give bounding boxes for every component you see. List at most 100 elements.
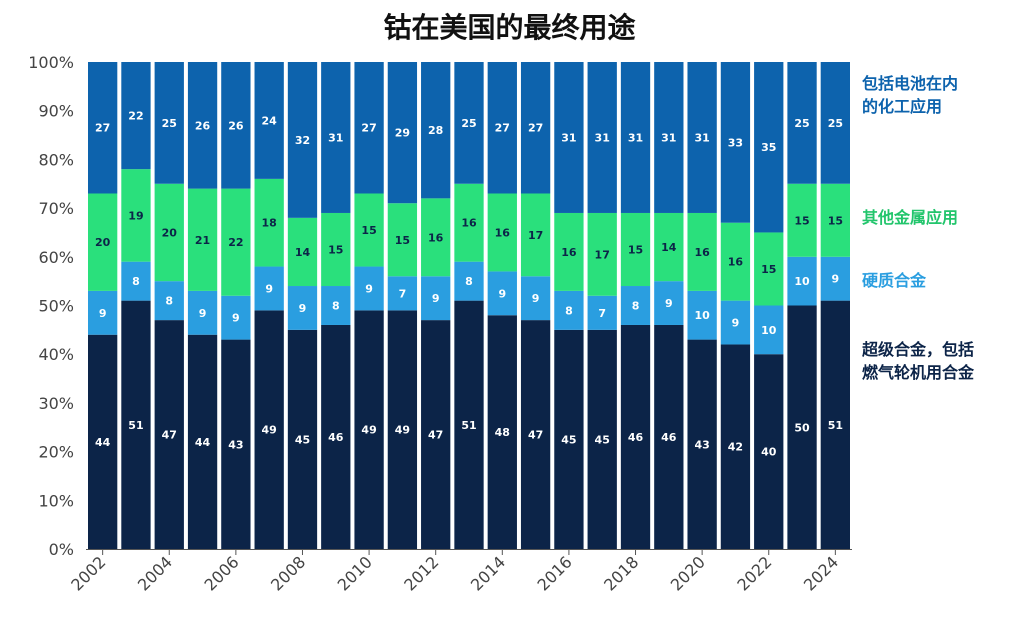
legend-item-other-metal: 其他金属应用 [862,206,1012,229]
bar-segment [421,276,451,321]
bar-segment [221,295,251,340]
bar-segment [287,62,318,218]
data-label: 40 [761,446,777,459]
bar-segment [421,320,451,549]
bar-segment [520,276,551,321]
data-label: 44 [195,436,211,449]
bar-segment [620,212,651,287]
data-label: 31 [561,131,576,144]
bar-segment [454,300,484,549]
data-label: 24 [262,114,278,127]
data-label: 15 [395,234,410,247]
data-label: 20 [95,236,111,249]
data-label: 25 [794,117,809,130]
data-label: 26 [228,119,244,132]
data-label: 46 [628,431,644,444]
data-label: 9 [99,307,107,320]
y-tick-label: 50% [38,297,74,316]
bar-segment [487,193,517,272]
bar-segment [321,324,351,549]
bar-segment [354,266,384,311]
bar-segment [321,212,351,287]
bar-segment [554,212,584,291]
data-label: 15 [761,263,776,276]
bar-segment [254,178,284,267]
data-label: 8 [332,300,340,313]
data-label: 31 [328,131,343,144]
data-label: 49 [262,424,277,437]
data-label: 50 [794,421,810,434]
bar-segment [287,286,318,330]
bar-segment [687,212,717,291]
bar-segment [620,286,651,325]
bar-segment [187,188,218,291]
bar-segment [88,290,118,335]
y-tick-label: 80% [38,150,74,169]
bar-segment [820,300,850,549]
bar-segment [354,310,384,549]
bar-segment [754,305,784,355]
data-label: 8 [165,295,173,308]
x-tick-label: 2024 [800,552,842,594]
data-label: 32 [295,134,310,147]
data-label: 22 [228,236,243,249]
data-label: 14 [295,246,311,259]
y-tick-label: 60% [38,248,74,267]
y-tick-label: 100% [28,53,74,72]
x-tick-label: 2012 [400,552,442,594]
bar-segment [620,62,651,213]
bar-segment [520,320,551,549]
bar-segment [820,256,850,301]
bar-segment [121,300,151,549]
data-label: 20 [162,226,178,239]
bar-segment [88,334,118,549]
data-label: 15 [628,243,643,256]
data-label: 9 [732,317,740,330]
data-label: 46 [661,431,677,444]
bar-segment [287,329,318,549]
data-label: 27 [495,122,510,135]
bar-segment [620,324,651,549]
y-tick-label: 30% [38,394,74,413]
y-tick-label: 70% [38,199,74,218]
legend-label-chemical-line-2: 的化工应用 [862,97,943,116]
data-label: 8 [632,300,640,313]
data-label: 22 [128,110,143,123]
data-label: 8 [132,275,140,288]
bar-segment [587,62,617,213]
data-label: 9 [532,292,540,305]
bar-segment [454,183,484,262]
bar-segment [421,198,451,277]
data-label: 8 [465,275,473,288]
bar-segment [354,62,384,194]
bar-segment [720,62,751,223]
legend-item-hard-alloy: 硬质合金 [862,269,1012,292]
data-label: 9 [665,297,673,310]
x-tick-label: 2014 [467,552,509,594]
data-label: 31 [628,131,643,144]
bar-segment [287,217,318,287]
bar-segment [387,276,418,311]
data-label: 51 [128,419,143,432]
data-label: 26 [195,119,211,132]
bar-segment [88,62,118,194]
chart-title: 钴在美国的最终用途 [383,11,636,44]
bar-segment [387,310,418,549]
bar-segment [354,193,384,267]
bar-segment [154,183,184,282]
data-label: 16 [728,256,744,269]
bar-segment [587,212,617,296]
bar-segment [187,334,218,549]
bar-segment [487,271,517,316]
legend-item-superalloy: 超级合金，包括 燃气轮机用合金 [862,338,1012,384]
bar-segment [820,62,850,184]
bar-segment [221,339,251,549]
data-label: 31 [661,131,676,144]
data-label: 45 [295,433,310,446]
legend-label-superalloy-line-2: 燃气轮机用合金 [862,363,975,382]
bar-segment [754,232,784,306]
bar-segment [787,183,817,257]
legend-label-superalloy-line-1: 超级合金，包括 [862,340,975,359]
x-tick-label: 2018 [600,552,642,594]
bar-segment [720,300,751,345]
